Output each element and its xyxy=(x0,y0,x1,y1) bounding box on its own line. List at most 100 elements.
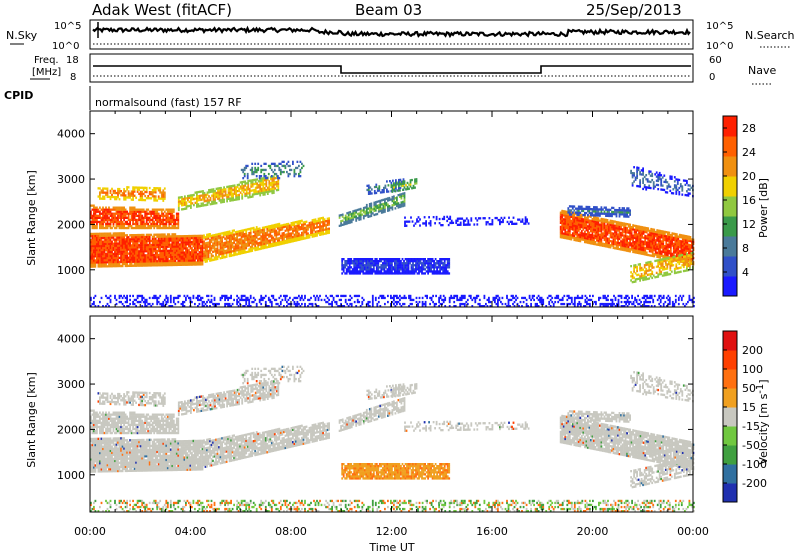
heatmap-cell xyxy=(181,204,183,207)
heatmap-cell xyxy=(644,228,647,232)
heatmap-cell xyxy=(319,229,321,232)
heatmap-cell xyxy=(325,226,327,229)
heatmap-cell xyxy=(350,266,353,269)
heatmap-cell xyxy=(587,225,589,228)
heatmap-cell xyxy=(93,224,95,228)
heatmap-cell xyxy=(105,257,107,260)
heatmap-cell xyxy=(565,231,568,234)
heatmap-cell xyxy=(96,249,98,252)
heatmap-cell xyxy=(281,164,284,168)
heatmap-cell xyxy=(123,254,125,257)
heatmap-cell xyxy=(299,234,302,237)
heatmap-cell xyxy=(206,203,209,206)
heatmap-cell xyxy=(272,170,275,174)
heatmap-cell xyxy=(388,196,391,200)
heatmap-cell xyxy=(638,233,640,236)
heatmap-cell xyxy=(611,236,613,239)
heatmap-cell xyxy=(629,237,631,241)
heatmap-cell xyxy=(638,231,640,234)
heatmap-cell xyxy=(349,211,352,214)
heatmap-cell xyxy=(245,228,248,231)
heatmap-cell xyxy=(255,242,258,245)
heatmap-cell xyxy=(412,258,414,261)
heatmap-cell xyxy=(198,253,201,256)
heatmap-cell xyxy=(117,220,119,224)
heatmap-cell xyxy=(123,188,125,191)
heatmap-cell xyxy=(641,234,643,237)
heatmap-cell xyxy=(147,233,150,236)
heatmap-cell xyxy=(257,248,260,251)
heatmap-cell xyxy=(594,220,597,223)
heatmap-cell xyxy=(147,264,150,267)
heatmap-cell xyxy=(169,220,172,224)
heatmap-cell xyxy=(94,251,97,254)
heatmap-cell xyxy=(246,242,249,245)
heatmap-cell xyxy=(251,227,254,230)
heatmap-cell xyxy=(219,244,222,248)
heatmap-cell xyxy=(123,212,125,215)
heatmap-cell xyxy=(120,254,122,257)
heatmap-cell xyxy=(645,231,648,234)
heatmap-cell xyxy=(145,241,148,245)
heatmap-cell xyxy=(295,225,297,228)
heatmap-cell xyxy=(148,191,151,194)
heatmap-cell xyxy=(571,216,574,219)
heatmap-cell xyxy=(247,179,250,183)
heatmap-cell xyxy=(287,235,290,238)
heatmap-cell xyxy=(278,166,281,170)
heatmap-cell xyxy=(615,243,618,246)
heatmap-cell xyxy=(639,229,642,233)
heatmap-cell xyxy=(91,243,94,246)
heatmap-cell xyxy=(562,222,565,225)
heatmap-cell xyxy=(612,236,615,239)
heatmap-cell xyxy=(665,251,668,254)
heatmap-cell xyxy=(243,168,246,172)
heatmap-cell xyxy=(632,240,634,243)
heatmap-cell xyxy=(322,233,324,236)
heatmap-cell xyxy=(103,216,106,219)
heatmap-cell xyxy=(94,232,97,235)
heatmap-cell xyxy=(579,235,582,239)
heatmap-cell xyxy=(302,231,305,234)
heatmap-cell xyxy=(361,209,364,212)
heatmap-cell xyxy=(103,226,106,230)
heatmap-cell xyxy=(307,232,309,235)
heatmap-cell xyxy=(636,229,639,232)
heatmap-cell xyxy=(213,234,216,237)
heatmap-cell xyxy=(298,175,300,178)
heatmap-cell xyxy=(272,189,275,192)
heatmap-cell xyxy=(197,197,200,200)
heatmap-cell xyxy=(257,192,260,195)
heatmap-cell xyxy=(487,221,489,224)
heatmap-cell xyxy=(368,268,371,271)
heatmap-cell xyxy=(383,262,386,265)
heatmap-cell xyxy=(635,247,637,250)
heatmap-cell xyxy=(268,186,271,189)
nave-label: Nave xyxy=(748,64,776,77)
heatmap-cell xyxy=(270,243,273,246)
heatmap-cell xyxy=(406,258,408,261)
heatmap-cell xyxy=(305,224,308,227)
heatmap-cell xyxy=(198,242,201,246)
heatmap-cell xyxy=(165,253,168,257)
heatmap-cell xyxy=(111,218,113,222)
heatmap-cell xyxy=(430,262,432,265)
heatmap-cell xyxy=(200,234,202,237)
heatmap-cell xyxy=(305,220,308,223)
heatmap-cell xyxy=(615,233,618,236)
heatmap-cell xyxy=(228,242,231,245)
heatmap-cell xyxy=(355,211,358,214)
heatmap-cell xyxy=(227,234,229,238)
heatmap-cell xyxy=(215,187,218,190)
heatmap-cell xyxy=(266,246,269,249)
heatmap-cell xyxy=(230,254,232,257)
heatmap-cell xyxy=(139,252,142,255)
heatmap-cell xyxy=(642,244,645,248)
heatmap-cell xyxy=(99,263,101,266)
heatmap-cell xyxy=(633,236,636,240)
heatmap-cell xyxy=(264,244,267,247)
heatmap-cell xyxy=(341,262,344,265)
heatmap-cell xyxy=(108,259,110,262)
heatmap-cell xyxy=(121,210,124,213)
heatmap-cell xyxy=(304,237,306,240)
